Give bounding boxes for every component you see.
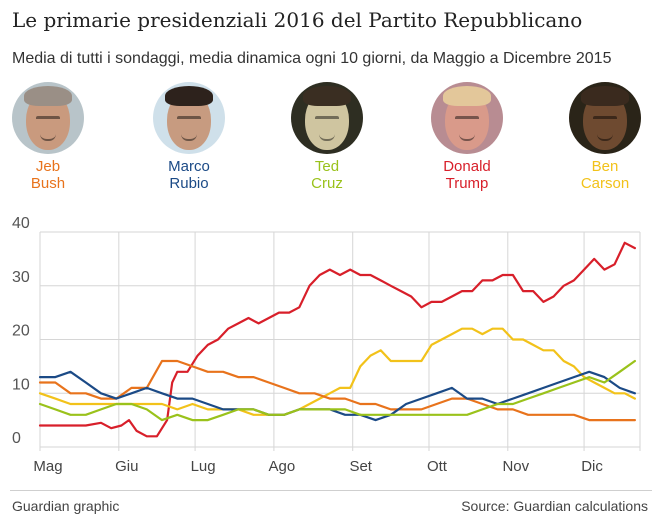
x-tick-labels: Mag Giu Lug Ago Set Ott Nov Dic [33, 458, 603, 475]
candidate-carson: Ben Carson [545, 82, 662, 192]
x-tick-label: Set [349, 458, 372, 475]
series-line-ben-carson [38, 327, 637, 416]
candidate-trump: Donald Trump [407, 82, 527, 192]
footer-source: Source: Guardian calculations [461, 498, 648, 514]
candidate-bush: Jeb Bush [0, 82, 108, 192]
y-tick-label: 10 [12, 376, 30, 393]
x-tick-label: Nov [502, 458, 529, 475]
candidate-photo [153, 82, 225, 154]
candidate-first-name: Ben [591, 158, 619, 175]
candidate-first-name: Donald [443, 158, 491, 175]
series-lines [38, 241, 637, 438]
candidate-name: Ted Cruz [267, 158, 387, 192]
candidate-name: Ben Carson [545, 158, 662, 192]
candidate-first-name: Ted [314, 158, 340, 175]
x-tick-label: Lug [191, 458, 216, 475]
y-tick-labels: 0 10 20 30 40 [12, 215, 30, 447]
candidate-cruz: Ted Cruz [267, 82, 387, 192]
x-tick-label: Mag [33, 458, 62, 475]
series-line-marco-rubio [38, 370, 637, 422]
candidate-name: Marco Rubio [129, 158, 249, 192]
x-tick-label: Giu [115, 458, 138, 475]
candidate-name: Jeb Bush [0, 158, 108, 192]
x-tick-label: Ott [427, 458, 448, 475]
candidate-last-name: Trump [445, 175, 489, 192]
y-tick-label: 0 [12, 430, 21, 447]
chart-subtitle: Media di tutti i sondaggi, media dinamic… [12, 50, 612, 67]
candidate-photo [431, 82, 503, 154]
candidate-last-name: Cruz [311, 175, 343, 192]
series-line-ted-cruz [38, 359, 637, 422]
y-tick-label: 30 [12, 269, 30, 286]
candidate-first-name: Jeb [35, 158, 61, 175]
y-tick-label: 20 [12, 323, 30, 340]
candidate-name: Donald Trump [407, 158, 527, 192]
x-tick-label: Dic [581, 458, 603, 475]
candidate-photo [569, 82, 641, 154]
candidate-photo [291, 82, 363, 154]
candidate-rubio: Marco Rubio [129, 82, 249, 192]
candidate-last-name: Rubio [169, 175, 209, 192]
series-line-jeb-bush [38, 359, 637, 422]
candidate-last-name: Carson [580, 175, 630, 192]
candidate-photo [12, 82, 84, 154]
footer-credit: Guardian graphic [12, 498, 120, 514]
x-tick-label: Ago [269, 458, 296, 475]
series-line-donald-trump [38, 241, 637, 438]
poll-line-chart: 0 10 20 30 40 Mag Giu Lug Ago Set Ott Nov Dic [12, 215, 641, 475]
footer-rule [10, 490, 652, 491]
grid [39, 231, 641, 451]
y-tick-label: 40 [12, 215, 30, 232]
candidate-first-name: Marco [168, 158, 210, 175]
chart-title: Le primarie presidenziali 2016 del Parti… [12, 8, 583, 32]
candidate-last-name: Bush [30, 175, 66, 192]
